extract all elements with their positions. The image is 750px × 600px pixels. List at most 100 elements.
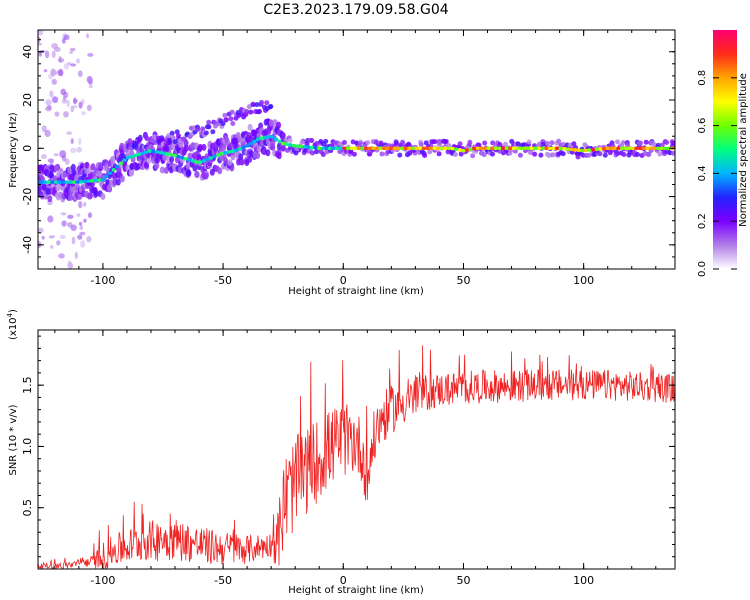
snr-line: [38, 345, 675, 569]
spectrogram-noise: [88, 212, 93, 219]
spectrogram-ridge: [82, 179, 88, 184]
spectrogram-ridge: [61, 180, 66, 184]
spectrogram-noise: [79, 225, 84, 231]
spectrogram-branch: [244, 109, 250, 115]
spectrogram-halo: [119, 175, 125, 183]
spectrogram-branch: [267, 104, 273, 110]
spectrogram-halo: [560, 151, 566, 157]
spectrogram-ridge: [255, 137, 261, 142]
spectrogram-halo: [625, 142, 631, 148]
spectrogram-noise: [51, 42, 58, 50]
spectrogram-halo: [86, 192, 92, 200]
spectrogram-halo: [452, 151, 458, 157]
spectrogram-noise: [38, 30, 44, 36]
spectrogram-ridge: [46, 180, 52, 184]
spectrogram-noise: [50, 68, 57, 77]
spectrogram-ridge: [270, 135, 275, 139]
spectrogram-ridge: [634, 146, 639, 151]
spectrogram-ridge: [107, 171, 113, 175]
spectrogram-halo: [532, 151, 538, 157]
spectrogram-ridge: [583, 148, 589, 153]
spectrogram-halo: [638, 140, 644, 146]
spectrogram-ridge: [591, 147, 596, 152]
colorbar-ticks: 0.0 0.2 0.4 0.6 0.8: [697, 70, 737, 277]
spectrogram-ridge: [605, 146, 610, 151]
snr-ticks: -100 -50 0 50 100 0.5 1.0 1.5: [21, 330, 675, 587]
spectrogram-ridge: [93, 178, 98, 183]
snr-xlabel: Height of straight line (km): [288, 585, 424, 596]
spectrogram-noise: [83, 201, 87, 207]
spectrogram-ridge: [511, 146, 517, 151]
spectrogram-ridge: [86, 179, 91, 183]
spectrogram-ridge: [208, 156, 214, 160]
spectrogram-ridge: [457, 148, 463, 152]
spectrogram-halo: [217, 167, 223, 175]
spectrogram-halo: [657, 151, 663, 157]
spectrogram-ridge: [345, 146, 351, 151]
spectrogram-ridge: [418, 146, 423, 151]
spectrogram-ridge: [439, 146, 445, 151]
spectrogram-ridge: [97, 178, 102, 182]
spectrogram-ridge: [284, 142, 289, 146]
spectrogram-halo: [203, 172, 209, 180]
spectrogram-halo: [427, 149, 433, 155]
spectrogram-ridge: [573, 148, 578, 152]
spectrogram-ridge: [421, 146, 427, 151]
spectrogram-ridge: [226, 150, 232, 154]
spectrogram-branch: [254, 102, 260, 108]
spectrogram-ridge: [223, 150, 228, 155]
spectrogram-halo: [422, 152, 428, 158]
spectrogram-noise: [86, 104, 92, 112]
spectrogram-ridge: [666, 146, 672, 151]
spectrogram-ridge: [555, 146, 560, 151]
spectrogram-halo: [320, 152, 326, 158]
spectrogram-noise: [49, 90, 54, 98]
spectrogram-halo: [227, 159, 233, 167]
spectrogram-ridge: [353, 146, 358, 151]
spectrogram-ridge: [446, 146, 452, 151]
spectrogram-branch: [229, 109, 235, 115]
spectrogram-halo: [575, 154, 581, 160]
spectrogram-ridge: [663, 146, 668, 151]
spectrogram-branch: [250, 102, 256, 108]
spectrogram-ridge: [482, 146, 488, 151]
spectrogram-ridge: [75, 180, 80, 184]
spectrogram-ridge: [38, 180, 41, 184]
spectrogram-ridge: [356, 146, 362, 151]
spectrogram-ridge: [198, 160, 203, 165]
spectrogram-ridge: [414, 146, 419, 151]
spectrogram-ridge: [39, 180, 44, 184]
spectrogram-halo: [143, 161, 149, 169]
spectrogram-halo: [597, 151, 603, 157]
spectrogram-halo: [287, 145, 293, 151]
spectrogram-ridge: [288, 143, 293, 147]
spectrogram-ridge: [349, 146, 354, 151]
spectrogram-ridge: [497, 146, 502, 151]
spectrogram-halo: [238, 153, 244, 161]
spectrogram-halo: [93, 190, 99, 198]
spectrogram-ridge: [140, 151, 145, 156]
spectrogram-noise: [66, 131, 73, 135]
spectrogram-noise: [51, 96, 59, 104]
spectrogram-noise: [63, 63, 70, 70]
spectrogram-ridge: [237, 146, 243, 151]
spectrogram-halo: [400, 139, 406, 145]
spectrogram-ridge: [115, 164, 120, 169]
spectrogram-noise: [78, 137, 82, 146]
spectrogram-halo: [357, 141, 363, 147]
spectrogram-halo: [655, 142, 661, 148]
spectrogram-branch: [166, 139, 172, 145]
colorbar-tick-label: 0.4: [697, 165, 708, 181]
spectrogram-halo: [159, 166, 165, 174]
spectrogram-halo: [515, 141, 521, 147]
spectrogram-ridge: [133, 153, 138, 158]
spectrogram-ridge: [324, 146, 329, 151]
spectrogram-ridge: [609, 146, 614, 151]
spectrogram-noise: [38, 227, 44, 234]
spectrogram-halo: [482, 140, 488, 146]
colorbar-gradient: [713, 30, 737, 269]
spectrogram-branch: [220, 121, 226, 127]
spectrogram-ytick-label: -40: [21, 236, 34, 254]
spectrogram-halo: [436, 151, 442, 157]
spectrogram-branch: [169, 130, 175, 136]
